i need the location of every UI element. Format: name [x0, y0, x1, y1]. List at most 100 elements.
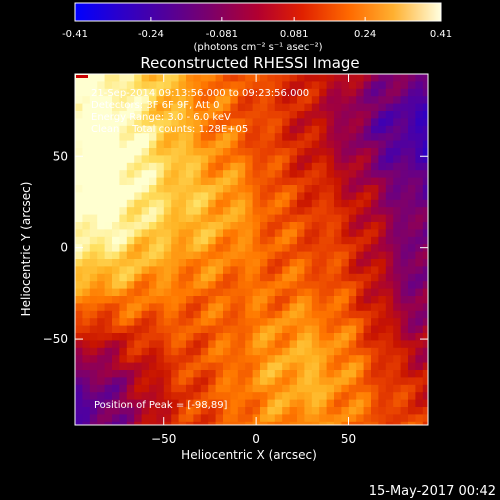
heatmap-cell [408, 214, 416, 223]
heatmap-cell [245, 74, 254, 82]
heatmap-cell [282, 111, 291, 119]
heatmap-cell [326, 384, 335, 393]
heatmap-cell [400, 236, 409, 245]
heatmap-cell [289, 118, 298, 127]
heatmap-cell [223, 148, 231, 156]
heatmap-cell [326, 192, 335, 201]
heatmap-cell [134, 118, 143, 127]
heatmap-cell [186, 303, 194, 312]
heatmap-cell [208, 310, 217, 319]
heatmap-cell [274, 74, 283, 82]
heatmap-cell [393, 273, 402, 282]
heatmap-cell [408, 259, 416, 267]
heatmap-cell [319, 162, 328, 171]
heatmap-cell [104, 399, 113, 408]
heatmap-cell [126, 162, 135, 171]
heatmap-cell [393, 421, 402, 425]
heatmap-cell [97, 103, 106, 112]
heatmap-cell [119, 199, 128, 208]
heatmap-cell [75, 229, 83, 238]
heatmap-cell [75, 236, 83, 245]
heatmap-cell [141, 199, 150, 208]
heatmap-cell [215, 103, 224, 112]
heatmap-cell [104, 229, 113, 238]
heatmap-cell [156, 303, 165, 312]
heatmap-cell [141, 399, 150, 408]
heatmap-cell [149, 81, 157, 90]
heatmap-cell [112, 251, 120, 260]
heatmap-cell [171, 236, 180, 245]
heatmap-cell [200, 370, 209, 378]
heatmap-cell [178, 362, 187, 371]
heatmap-cell [134, 340, 143, 349]
heatmap-cell [415, 370, 424, 378]
heatmap-cell [178, 162, 187, 171]
heatmap-cell [363, 74, 372, 82]
heatmap-cell [200, 266, 209, 275]
heatmap-cell [119, 162, 128, 171]
heatmap-cell [230, 392, 239, 401]
heatmap-cell [82, 148, 91, 156]
heatmap-cell [156, 199, 165, 208]
heatmap-cell [400, 355, 409, 364]
heatmap-cell [371, 192, 379, 201]
heatmap-cell [260, 399, 268, 408]
heatmap-cell [237, 222, 246, 230]
heatmap-cell [245, 96, 254, 105]
heatmap-cell [149, 170, 157, 179]
heatmap-cell [260, 251, 268, 260]
heatmap-cell [82, 347, 91, 356]
heatmap-cell [341, 88, 350, 97]
heatmap-cell [163, 199, 172, 208]
heatmap-cell [119, 281, 128, 290]
heatmap-cell [378, 362, 387, 371]
heatmap-cell [393, 310, 402, 319]
heatmap-cell [378, 148, 387, 156]
heatmap-cell [260, 414, 268, 423]
annotation-time-range: 21-Sep-2014 09:13:56.000 to 09:23:56.000 [91, 88, 309, 99]
heatmap-cell [141, 236, 150, 245]
heatmap-cell [415, 310, 424, 319]
heatmap-cell [385, 407, 394, 415]
heatmap-cell [89, 244, 98, 253]
heatmap-cell [119, 355, 128, 364]
heatmap-cell [348, 155, 357, 164]
heatmap-cell [334, 310, 342, 319]
heatmap-cell [112, 266, 120, 275]
heatmap-cell [230, 229, 239, 238]
heatmap-cell [400, 407, 409, 415]
x-tick-label: −50 [151, 432, 176, 446]
heatmap-cell [237, 318, 246, 327]
heatmap-cell [304, 133, 313, 142]
heatmap-cell [415, 125, 424, 134]
heatmap-cell [408, 399, 416, 408]
heatmap-cell [252, 133, 261, 142]
heatmap-cell [134, 125, 143, 134]
heatmap-cell [348, 103, 357, 112]
heatmap-cell [186, 399, 194, 408]
heatmap-cell [134, 244, 143, 253]
annotation-detectors: Detectors: 3F 6F 9F, Att 0 [91, 100, 219, 111]
heatmap-cell [326, 81, 335, 90]
heatmap-cell [104, 118, 113, 127]
heatmap-cell [297, 103, 305, 112]
heatmap-cell [385, 162, 394, 171]
heatmap-cell [400, 103, 409, 112]
heatmap-cell [371, 88, 379, 97]
heatmap-cell [408, 303, 416, 312]
heatmap-cell [178, 81, 187, 90]
heatmap-cell [112, 421, 120, 425]
heatmap-cell [237, 340, 246, 349]
heatmap-cell [104, 259, 113, 267]
heatmap-cell [186, 266, 194, 275]
heatmap-cell [97, 214, 106, 223]
heatmap-cell [215, 185, 224, 193]
heatmap-cell [156, 259, 165, 267]
heatmap-cell [141, 362, 150, 371]
heatmap-cell [415, 207, 424, 216]
heatmap-cell [156, 251, 165, 260]
heatmap-cell [208, 303, 217, 312]
heatmap-cell [422, 281, 428, 290]
heatmap-cell [126, 177, 135, 186]
heatmap-cell [274, 421, 283, 425]
